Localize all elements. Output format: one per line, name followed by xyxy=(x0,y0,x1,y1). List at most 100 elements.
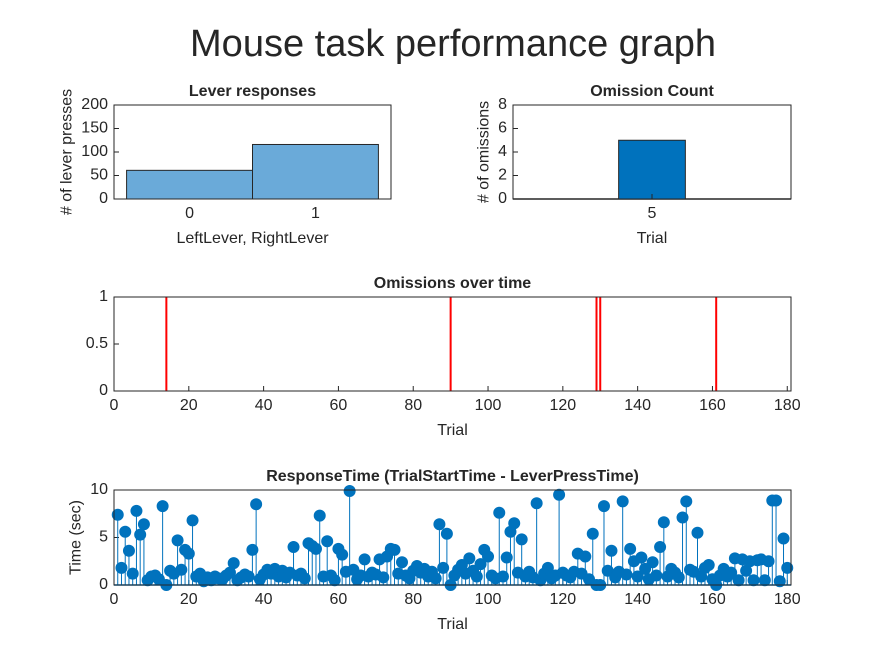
stem-marker xyxy=(620,568,633,581)
x-tick-label: 100 xyxy=(475,591,502,608)
stem-marker xyxy=(126,567,139,580)
stem-marker xyxy=(680,495,693,508)
stem-marker xyxy=(336,548,349,561)
stem-marker xyxy=(691,526,704,539)
x-tick-label: 1 xyxy=(311,205,320,222)
y-tick-label: 50 xyxy=(90,167,108,184)
stem-marker xyxy=(639,562,652,575)
stem-marker xyxy=(616,495,629,508)
stem-marker xyxy=(635,551,648,564)
x-tick-label: 120 xyxy=(549,591,576,608)
y-tick-label: 1 xyxy=(99,288,108,305)
x-axis-label: Trial xyxy=(637,230,668,247)
stem-marker xyxy=(440,527,453,540)
stem-marker xyxy=(624,542,637,555)
stem-marker xyxy=(250,498,263,511)
axes-title: Omission Count xyxy=(590,83,714,100)
stem-marker xyxy=(309,542,322,555)
x-tick-label: 160 xyxy=(699,591,726,608)
stem-marker xyxy=(725,566,738,579)
y-tick-label: 2 xyxy=(498,167,507,184)
stem-marker xyxy=(586,527,599,540)
y-tick-label: 10 xyxy=(90,481,108,498)
stem-marker xyxy=(122,544,135,557)
stem-marker xyxy=(470,570,483,583)
stem-marker xyxy=(579,550,592,563)
axes-box xyxy=(113,489,792,586)
x-tick-label: 180 xyxy=(774,397,801,414)
y-tick-label: 6 xyxy=(498,120,507,137)
stem-marker xyxy=(298,572,311,585)
stem-marker xyxy=(313,509,326,522)
y-axis-label: # of lever presses xyxy=(59,89,76,215)
stem-marker xyxy=(672,571,685,584)
stem-marker xyxy=(437,561,450,574)
stem-marker xyxy=(227,557,240,570)
stem-marker xyxy=(597,500,610,513)
x-axis-label: Trial xyxy=(437,616,468,633)
axes-title: Lever responses xyxy=(189,83,316,100)
x-tick-label: 100 xyxy=(475,397,502,414)
y-tick-label: 150 xyxy=(81,120,108,137)
stem-marker xyxy=(321,535,334,548)
axes-background xyxy=(114,297,791,391)
stem-marker xyxy=(429,572,442,585)
stem-marker xyxy=(182,547,195,560)
x-tick-label: 5 xyxy=(648,205,657,222)
x-tick-label: 0 xyxy=(110,591,119,608)
stem-marker xyxy=(287,541,300,553)
stem-marker xyxy=(242,570,255,583)
x-tick-label: 40 xyxy=(255,397,273,414)
stem-marker xyxy=(657,516,670,529)
x-tick-label: 140 xyxy=(624,397,651,414)
bar xyxy=(618,139,686,200)
axes-box xyxy=(113,296,792,392)
y-tick-label: 0 xyxy=(99,382,108,399)
stem-marker xyxy=(134,528,147,541)
y-tick-label: 5 xyxy=(99,529,108,546)
stem-marker xyxy=(762,555,775,568)
stem-marker xyxy=(496,570,509,583)
y-tick-label: 100 xyxy=(81,143,108,160)
x-tick-label: 160 xyxy=(699,397,726,414)
stem-marker xyxy=(115,561,128,574)
y-tick-label: 8 xyxy=(498,96,507,113)
x-tick-label: 80 xyxy=(404,397,422,414)
stem-marker xyxy=(186,514,199,527)
stem-marker xyxy=(605,544,618,557)
x-axis-label: LeftLever, RightLever xyxy=(176,230,329,247)
x-tick-label: 20 xyxy=(180,591,198,608)
stem-marker xyxy=(137,518,150,531)
figure-title: Mouse task performance graph xyxy=(190,23,716,65)
stem-marker xyxy=(500,551,513,564)
axes-box xyxy=(113,104,392,200)
stem-marker xyxy=(646,556,659,569)
axes-title: ResponseTime (TrialStartTime - LeverPres… xyxy=(266,468,639,485)
x-tick-label: 20 xyxy=(180,397,198,414)
y-tick-label: 0.5 xyxy=(86,335,108,352)
stem-marker xyxy=(358,553,371,566)
stem-marker xyxy=(702,559,715,572)
x-tick-label: 0 xyxy=(185,205,194,222)
y-tick-label: 0 xyxy=(99,190,108,207)
histogram-bar xyxy=(252,143,379,200)
x-tick-label: 80 xyxy=(404,591,422,608)
stem-marker xyxy=(463,552,476,565)
y-tick-label: 0 xyxy=(99,576,108,593)
stem-marker xyxy=(388,543,401,556)
stem-marker xyxy=(119,525,132,538)
stem-marker xyxy=(515,533,528,546)
stem-marker xyxy=(777,532,790,545)
stem-marker xyxy=(493,506,506,519)
y-tick-label: 200 xyxy=(81,96,108,113)
axes-box xyxy=(512,104,792,200)
stem-marker xyxy=(130,504,143,517)
stem-marker xyxy=(553,488,566,501)
y-tick-label: 0 xyxy=(498,190,507,207)
axes-title: Omissions over time xyxy=(374,275,531,292)
stem-marker xyxy=(676,511,689,524)
x-tick-label: 60 xyxy=(330,591,348,608)
x-tick-label: 120 xyxy=(549,397,576,414)
stem-marker xyxy=(758,574,771,587)
